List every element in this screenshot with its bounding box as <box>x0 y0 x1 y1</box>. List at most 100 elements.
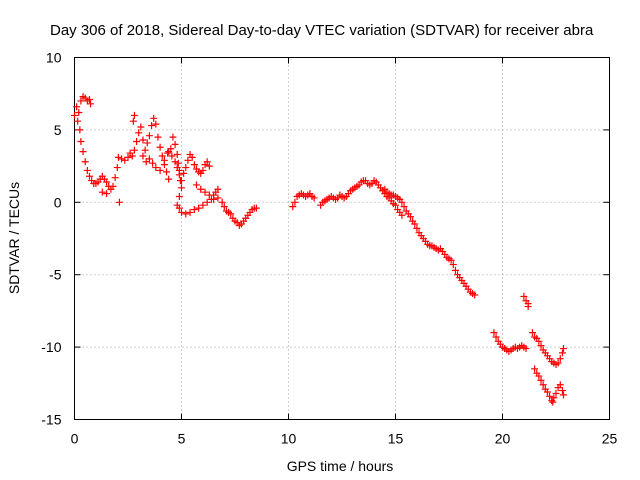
data-point <box>188 153 196 161</box>
tick-marks <box>74 57 610 420</box>
data-point <box>199 166 207 174</box>
data-point <box>289 203 297 211</box>
data-point <box>220 203 228 211</box>
data-point <box>79 148 87 156</box>
data-point <box>556 355 564 363</box>
x-axis-label: GPS time / hours <box>287 458 394 474</box>
data-point <box>524 303 532 311</box>
data-point <box>76 126 84 134</box>
y-tick-label: 10 <box>46 50 62 66</box>
data-point <box>118 155 126 163</box>
data-point <box>205 191 213 199</box>
data-point <box>411 220 419 228</box>
data-point <box>156 166 164 174</box>
data-point <box>164 149 172 157</box>
data-point <box>128 152 136 160</box>
data-point <box>175 171 183 179</box>
data-point <box>165 148 173 156</box>
data-point <box>182 164 190 172</box>
data-point <box>178 177 185 185</box>
data-point <box>535 337 543 345</box>
data-point <box>124 153 132 161</box>
data-point <box>168 152 176 160</box>
data-point <box>148 122 156 130</box>
data-point <box>492 333 500 341</box>
data-point <box>537 376 545 384</box>
data-point <box>447 256 455 264</box>
data-point <box>184 156 192 164</box>
data-point <box>169 133 177 141</box>
data-point <box>171 140 179 148</box>
data-point <box>111 174 119 182</box>
data-point <box>195 204 203 212</box>
data-point <box>175 204 183 212</box>
data-point <box>180 169 188 177</box>
data-point <box>113 164 121 172</box>
data-point <box>74 117 82 125</box>
y-axis-label: SDTVAR / TECUs <box>6 182 22 294</box>
grid-lines <box>74 57 610 420</box>
data-point <box>546 392 554 400</box>
data-point <box>214 185 222 193</box>
data-point <box>559 391 567 399</box>
data-point <box>160 156 168 164</box>
data-point <box>152 120 160 128</box>
data-point <box>201 188 209 196</box>
data-point <box>98 188 106 196</box>
data-point <box>471 291 479 299</box>
data-point <box>143 139 151 147</box>
data-point <box>550 394 558 402</box>
data-point <box>135 129 143 137</box>
data-point <box>73 103 81 111</box>
data-point <box>75 109 83 117</box>
x-tick-labels: 0 5 10 15 20 25 <box>71 431 618 447</box>
data-point <box>165 175 173 183</box>
data-point <box>214 194 222 202</box>
x-tick-label: 25 <box>602 431 618 447</box>
data-point <box>549 398 557 406</box>
x-tick-label: 10 <box>281 431 297 447</box>
x-tick-label: 20 <box>495 431 511 447</box>
y-tick-label: 0 <box>54 194 62 210</box>
x-tick-label: 0 <box>71 431 79 447</box>
data-point <box>520 292 528 300</box>
y-tick-labels: 10 5 0 -5 -10 -15 <box>41 50 61 428</box>
data-point <box>227 210 235 218</box>
data-point <box>87 100 95 108</box>
data-point <box>406 213 414 221</box>
data-point <box>83 166 91 174</box>
data-points <box>71 93 567 406</box>
data-point <box>178 184 185 192</box>
data-point <box>192 181 200 189</box>
data-point <box>252 204 260 212</box>
data-point <box>451 266 459 274</box>
data-point <box>158 152 166 160</box>
data-point <box>171 158 179 166</box>
data-point <box>145 155 153 163</box>
data-point <box>114 153 122 161</box>
data-point <box>203 198 211 206</box>
data-point <box>559 345 567 353</box>
data-point <box>109 182 117 190</box>
data-point <box>137 123 145 131</box>
data-point <box>558 349 566 357</box>
y-tick-label: -15 <box>41 412 61 428</box>
data-point <box>150 114 158 122</box>
data-point <box>145 132 153 140</box>
data-point <box>173 151 181 159</box>
y-tick-label: 5 <box>54 122 62 138</box>
data-point <box>522 345 530 353</box>
data-point <box>203 158 211 166</box>
y-tick-label: -5 <box>49 267 62 283</box>
data-point <box>152 164 160 172</box>
data-point <box>71 111 78 119</box>
y-tick-label: -10 <box>41 339 61 355</box>
data-point <box>115 198 123 206</box>
data-point <box>186 208 194 216</box>
data-point <box>449 261 457 269</box>
data-point <box>218 198 226 206</box>
data-point <box>398 211 406 219</box>
data-point <box>103 178 111 186</box>
data-point <box>543 388 551 396</box>
